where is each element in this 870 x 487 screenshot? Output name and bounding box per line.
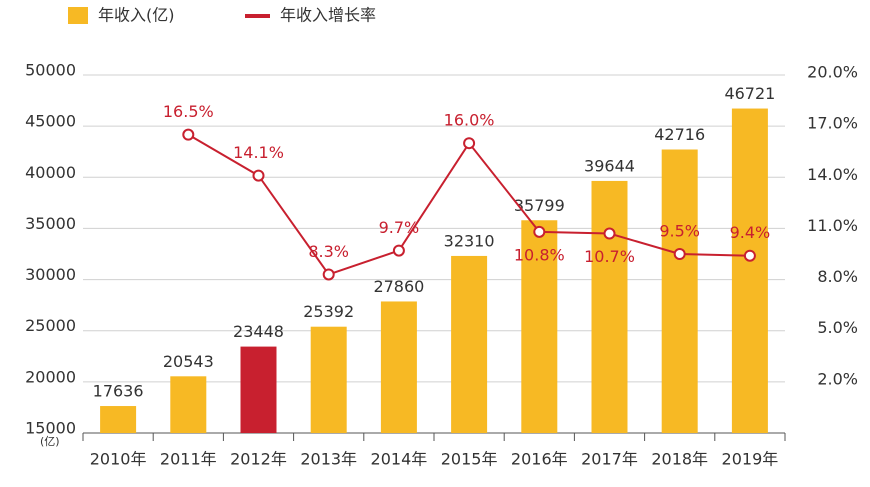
y2-tick-label: 8.0% (817, 267, 858, 286)
bar (100, 406, 137, 433)
bar-value-label: 39644 (584, 156, 635, 175)
bar (380, 301, 417, 433)
y-tick-label: 50000 (25, 61, 76, 80)
legend-swatch-bar (68, 7, 88, 24)
line-value-label: 9.4% (730, 223, 771, 242)
x-tick-label: 2019年 (722, 450, 779, 469)
y-axis-label: (亿) (40, 435, 60, 448)
x-tick-label: 2013年 (300, 450, 357, 469)
bar-value-label: 25392 (303, 302, 354, 321)
y-tick-label: 20000 (25, 367, 76, 386)
x-tick-label: 2017年 (581, 450, 638, 469)
y-tick-label: 15000 (25, 419, 76, 438)
y2-tick-label: 17.0% (807, 114, 858, 133)
line-point (673, 248, 686, 260)
x-tick-label: 2018年 (651, 450, 708, 469)
line-value-label: 8.3% (308, 242, 349, 261)
x-tick-label: 2016年 (511, 450, 568, 469)
line-point (463, 137, 476, 150)
bar-value-label: 23448 (233, 322, 284, 341)
y2-tick-label: 20.0% (807, 63, 858, 82)
bar (310, 326, 347, 433)
bar-value-label: 46721 (724, 84, 775, 103)
line-point (603, 227, 616, 240)
x-tick-label: 2012年 (230, 450, 287, 469)
line-point (322, 268, 335, 281)
y2-tick-label: 2.0% (817, 369, 858, 388)
bar (731, 108, 768, 433)
bar (521, 220, 558, 433)
bar (240, 346, 277, 433)
line-value-label: 10.7% (584, 247, 635, 266)
bar (170, 376, 207, 433)
y-tick-label: 45000 (25, 112, 76, 131)
bar-value-label: 42716 (654, 125, 705, 144)
line-value-label: 14.1% (233, 143, 284, 162)
bar-value-label: 20543 (163, 352, 214, 371)
y2-tick-label: 5.0% (817, 318, 858, 337)
y-tick-label: 35000 (25, 214, 76, 233)
x-tick-label: 2010年 (90, 450, 147, 469)
bar (451, 255, 488, 433)
line-value-label: 9.7% (379, 218, 420, 237)
line-point (743, 249, 756, 262)
bar (661, 149, 698, 433)
y-tick-label: 40000 (25, 163, 76, 182)
legend-label: 年收入增长率 (280, 6, 376, 25)
line-point (252, 169, 265, 182)
line-value-label: 16.5% (163, 102, 214, 121)
line-point (533, 225, 546, 238)
legend-label: 年收入(亿) (98, 6, 175, 25)
bar-value-label: 32310 (444, 231, 495, 250)
y2-tick-label: 14.0% (807, 165, 858, 184)
bar-value-label: 17636 (93, 382, 144, 401)
x-tick-label: 2014年 (371, 450, 428, 469)
line-value-label: 10.8% (514, 245, 565, 264)
x-tick-label: 2015年 (441, 450, 498, 469)
bar-value-label: 27860 (373, 277, 424, 296)
line-point (392, 244, 405, 257)
line-value-label: 16.0% (444, 111, 495, 130)
line-point (182, 128, 195, 141)
bar-value-label: 35799 (514, 196, 565, 215)
x-tick-label: 2011年 (160, 450, 217, 469)
bar (591, 180, 628, 433)
line-value-label: 9.5% (659, 222, 700, 241)
y-tick-label: 25000 (25, 316, 76, 335)
y-tick-label: 30000 (25, 265, 76, 284)
y2-tick-label: 11.0% (807, 216, 858, 235)
